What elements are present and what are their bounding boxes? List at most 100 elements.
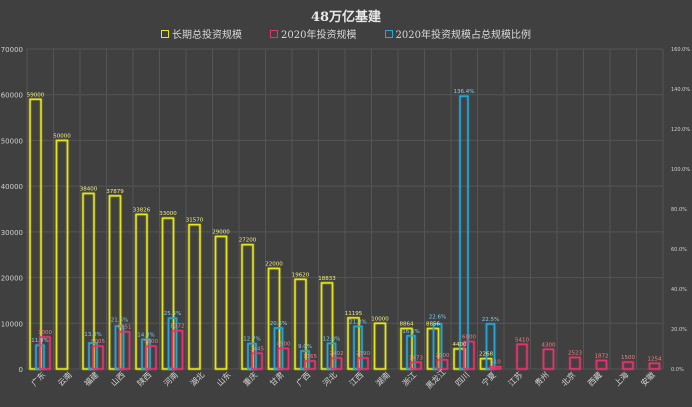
data-label: 22000 [265, 261, 283, 267]
data-label: 31570 [186, 218, 204, 224]
bar-2020 [357, 357, 369, 370]
data-label: 510 [490, 360, 501, 366]
right-axis-tick: 0.0% [671, 367, 684, 373]
category-label: 江苏 [506, 370, 524, 388]
category-label: 湖南 [373, 370, 391, 388]
right-axis-tick: 120.0% [671, 127, 690, 133]
data-label: 2000 [436, 353, 450, 359]
data-label: 22.5% [482, 317, 499, 323]
data-label: 33000 [159, 211, 177, 217]
legend-item-2020[interactable]: 2020年投资规模 [270, 26, 357, 41]
data-label: 4300 [542, 342, 556, 348]
bar-2020 [542, 348, 555, 370]
bar-2020 [304, 360, 316, 370]
data-label: 12.8% [323, 336, 340, 342]
legend-label: 2020年投资规模 [281, 30, 357, 41]
data-label: 3445 [250, 346, 264, 352]
data-label: 8151 [118, 325, 132, 331]
data-label: 18833 [318, 276, 336, 282]
category-label: 甘肃 [267, 370, 285, 388]
data-label: 25.4% [164, 311, 181, 317]
data-label: 2402 [330, 351, 344, 357]
bar-2020 [569, 356, 581, 370]
legend-item-ratio[interactable]: 2020年投资规模占总规模比例 [384, 26, 531, 41]
data-label: 16.6% [402, 329, 419, 335]
right-axis-tick: 80.0% [671, 207, 687, 213]
legend-swatch [161, 29, 170, 38]
bar-2020 [436, 359, 449, 370]
category-label: 贵州 [532, 370, 550, 388]
left-axis-tick: 50000 [1, 137, 23, 145]
bar-ratio [459, 95, 469, 370]
data-label: 5005 [91, 339, 105, 345]
data-label: 5410 [515, 337, 529, 343]
category-label: 浙江 [400, 370, 418, 388]
data-label: 21.3% [349, 319, 366, 325]
data-label: 27200 [239, 238, 257, 244]
right-axis-tick: 160.0% [671, 47, 690, 53]
data-label: 19620 [292, 272, 310, 278]
bar-2020 [39, 336, 51, 370]
bar-long-term [373, 322, 387, 370]
data-label: 1254 [648, 356, 662, 362]
data-label: 136.4% [454, 89, 475, 95]
data-label: 11.9% [31, 338, 48, 344]
legend-item-long-term[interactable]: 长期总投资规模 [161, 26, 242, 41]
data-label: 10000 [371, 316, 389, 322]
category-label: 四川 [454, 370, 472, 388]
data-label: 1765 [303, 354, 317, 360]
left-axis-tick: 70000 [1, 46, 23, 54]
data-label: 33826 [133, 207, 151, 213]
right-axis-tick: 140.0% [671, 87, 690, 93]
legend-swatch [270, 29, 279, 38]
category-label: 黑龙江 [424, 367, 448, 391]
bar-2020 [463, 340, 475, 370]
data-label: 12.7% [243, 337, 260, 343]
right-axis-tick: 100.0% [671, 167, 690, 173]
bar-2020 [145, 345, 157, 370]
bar-long-term [188, 223, 201, 370]
bar-2020 [251, 352, 263, 370]
category-label: 河南 [161, 370, 179, 388]
category-label: 江西 [348, 370, 366, 388]
category-label: 重庆 [241, 370, 259, 388]
left-axis-tick: 10000 [1, 320, 23, 328]
legend-label: 长期总投资规模 [172, 30, 243, 41]
data-label: 1872 [595, 353, 609, 359]
right-axis-tick: 60.0% [671, 247, 687, 253]
data-label: 4500 [277, 341, 291, 347]
data-label: 59000 [27, 92, 45, 98]
bar-2020 [648, 362, 661, 370]
left-axis-tick: 40000 [1, 183, 23, 191]
bar-2020 [330, 357, 343, 370]
data-label: 1473 [409, 355, 423, 361]
right-axis-tick: 40.0% [671, 287, 687, 293]
category-label: 山西 [108, 370, 126, 388]
category-label: 陕西 [135, 370, 153, 388]
data-label: 14.8% [137, 332, 154, 338]
data-label: 8864 [400, 321, 414, 327]
data-label: 2523 [568, 350, 582, 356]
category-label: 北京 [559, 370, 577, 388]
bar-long-term [214, 235, 228, 370]
data-label: 20.5% [270, 321, 287, 327]
data-label: 2390 [356, 351, 370, 357]
left-axis-tick: 30000 [1, 229, 23, 237]
category-label: 广东 [29, 370, 47, 388]
category-label: 福建 [82, 370, 100, 388]
category-label: 上海 [612, 370, 630, 388]
data-label: 50000 [53, 133, 71, 139]
data-label: 1500 [621, 355, 635, 361]
left-axis-tick: 0 [19, 366, 23, 374]
data-label: 38400 [80, 186, 98, 192]
bar-2020 [118, 331, 131, 370]
category-label: 河北 [320, 370, 338, 388]
bar-long-term [29, 98, 42, 370]
legend-swatch [384, 29, 393, 38]
left-axis-tick: 60000 [1, 92, 23, 100]
bar-2020 [622, 361, 634, 370]
data-label: 7000 [38, 330, 52, 336]
data-label: 8856 [426, 322, 440, 328]
bar-2020 [92, 345, 104, 370]
